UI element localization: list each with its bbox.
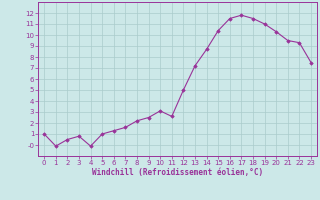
X-axis label: Windchill (Refroidissement éolien,°C): Windchill (Refroidissement éolien,°C) (92, 168, 263, 177)
